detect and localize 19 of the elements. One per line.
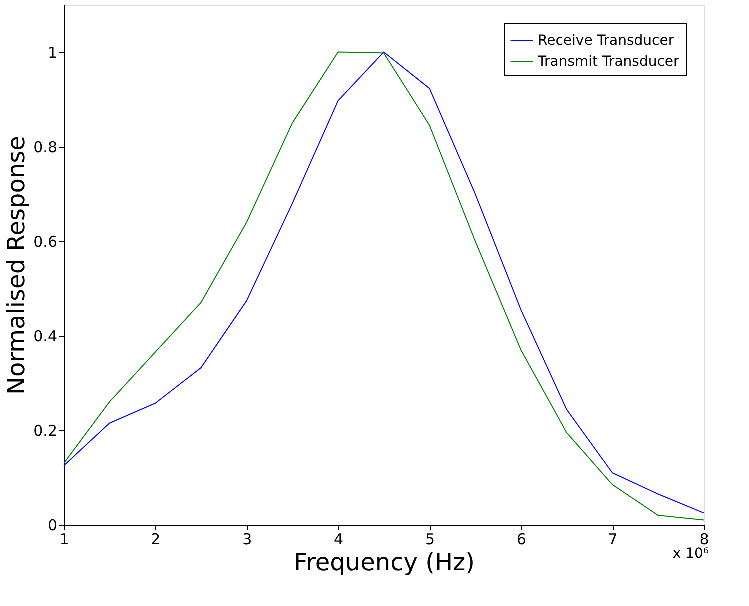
x-tick-label: 1 [60,530,70,548]
x-axis-title: Frequency (Hz) [294,548,475,576]
legend-label: Receive Transducer [538,33,674,49]
x-tick-label: 4 [334,530,344,548]
x-tick-label: 5 [425,530,435,548]
y-tick-label: 0.4 [34,327,58,346]
x-tick-label: 8 [700,530,710,548]
y-tick-label: 0.8 [34,138,58,156]
x-tick-label: 3 [242,530,252,548]
y-axis-title: Normalised Response [2,136,31,395]
text: x 10⁶ [672,546,710,562]
x-tick-label: 2 [151,530,161,548]
y-tick-label: 0.6 [34,232,58,251]
y-tick-label: 1 [48,44,58,62]
x-tick-label: 7 [608,530,618,548]
y-tick-label: 0.2 [34,422,58,440]
legend-label: Transmit Transducer [537,54,680,70]
y-tick-label: 0 [48,516,58,534]
x-tick-label: 6 [516,530,526,548]
